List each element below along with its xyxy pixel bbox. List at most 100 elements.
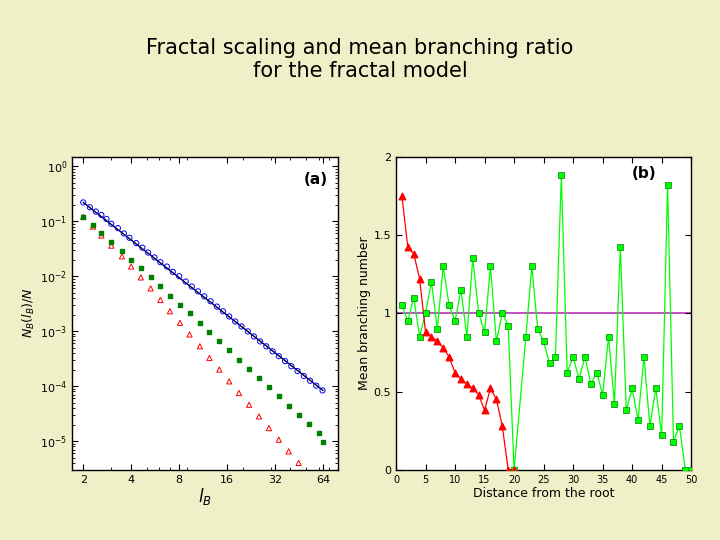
- Point: [680, 465, 691, 474]
- Point: [526, 262, 538, 271]
- Point: [420, 328, 431, 336]
- Point: [608, 400, 620, 408]
- Point: [615, 243, 626, 252]
- Point: [96, 229, 107, 238]
- Point: [603, 332, 614, 341]
- Point: [243, 364, 255, 373]
- Point: [650, 384, 662, 393]
- Point: [155, 258, 166, 266]
- Point: [503, 465, 514, 474]
- Point: [273, 392, 284, 401]
- Point: [449, 316, 461, 325]
- Point: [96, 211, 107, 219]
- Point: [78, 213, 89, 221]
- Point: [116, 246, 127, 255]
- Point: [243, 401, 255, 409]
- X-axis label: $l_B$: $l_B$: [198, 486, 212, 507]
- Point: [199, 292, 210, 301]
- Point: [174, 272, 185, 280]
- Point: [145, 273, 156, 282]
- Point: [467, 254, 479, 262]
- Point: [214, 337, 225, 346]
- Point: [273, 435, 284, 444]
- Point: [283, 447, 294, 456]
- X-axis label: Distance from the root: Distance from the root: [473, 488, 614, 501]
- Point: [261, 342, 272, 350]
- Point: [549, 353, 561, 361]
- Point: [125, 255, 137, 264]
- Point: [135, 273, 147, 282]
- Point: [78, 213, 89, 221]
- Point: [90, 207, 102, 216]
- Point: [426, 278, 437, 286]
- Point: [562, 368, 573, 377]
- Point: [438, 343, 449, 352]
- Point: [273, 352, 284, 361]
- Point: [293, 410, 305, 419]
- Point: [180, 277, 192, 286]
- Point: [293, 458, 305, 467]
- Point: [264, 424, 275, 433]
- Point: [233, 389, 245, 397]
- Point: [667, 437, 679, 446]
- Point: [149, 253, 161, 262]
- Point: [490, 337, 502, 346]
- Point: [223, 346, 235, 355]
- Point: [408, 249, 420, 258]
- Point: [230, 317, 241, 326]
- Point: [112, 224, 124, 232]
- Point: [186, 282, 197, 291]
- Point: [597, 390, 608, 399]
- Point: [194, 342, 206, 350]
- Point: [286, 362, 297, 370]
- Point: [217, 307, 229, 315]
- Point: [431, 337, 443, 346]
- Point: [461, 379, 472, 388]
- Point: [223, 377, 235, 386]
- Point: [556, 171, 567, 180]
- Point: [638, 353, 649, 361]
- Point: [253, 412, 265, 421]
- Point: [532, 325, 544, 333]
- Point: [573, 375, 585, 383]
- Point: [155, 295, 166, 304]
- Point: [479, 328, 490, 336]
- Point: [449, 368, 461, 377]
- Point: [248, 332, 260, 341]
- Point: [310, 381, 322, 390]
- Point: [674, 422, 685, 430]
- Point: [312, 429, 324, 437]
- Point: [254, 337, 266, 346]
- Y-axis label: $N_B(l_B)/N$: $N_B(l_B)/N$: [21, 288, 37, 339]
- Point: [485, 262, 496, 271]
- Point: [490, 395, 502, 403]
- Point: [87, 221, 99, 230]
- Point: [317, 386, 328, 395]
- Point: [426, 332, 437, 341]
- Point: [233, 355, 245, 364]
- Point: [414, 274, 426, 283]
- Point: [312, 482, 324, 491]
- Point: [84, 203, 96, 212]
- Point: [585, 379, 597, 388]
- Point: [264, 383, 275, 391]
- Point: [656, 431, 667, 440]
- Point: [87, 222, 99, 231]
- Point: [101, 214, 112, 223]
- Point: [591, 368, 603, 377]
- Point: [204, 297, 216, 306]
- Point: [184, 330, 195, 339]
- Point: [497, 309, 508, 318]
- Point: [253, 374, 265, 382]
- Point: [508, 465, 520, 474]
- Point: [125, 262, 137, 271]
- Point: [444, 353, 455, 361]
- Point: [211, 302, 222, 311]
- Point: [503, 321, 514, 330]
- Text: (a): (a): [304, 172, 328, 187]
- Point: [124, 233, 135, 242]
- Point: [402, 316, 413, 325]
- Point: [137, 244, 148, 252]
- Text: (b): (b): [632, 166, 657, 181]
- Point: [223, 312, 235, 321]
